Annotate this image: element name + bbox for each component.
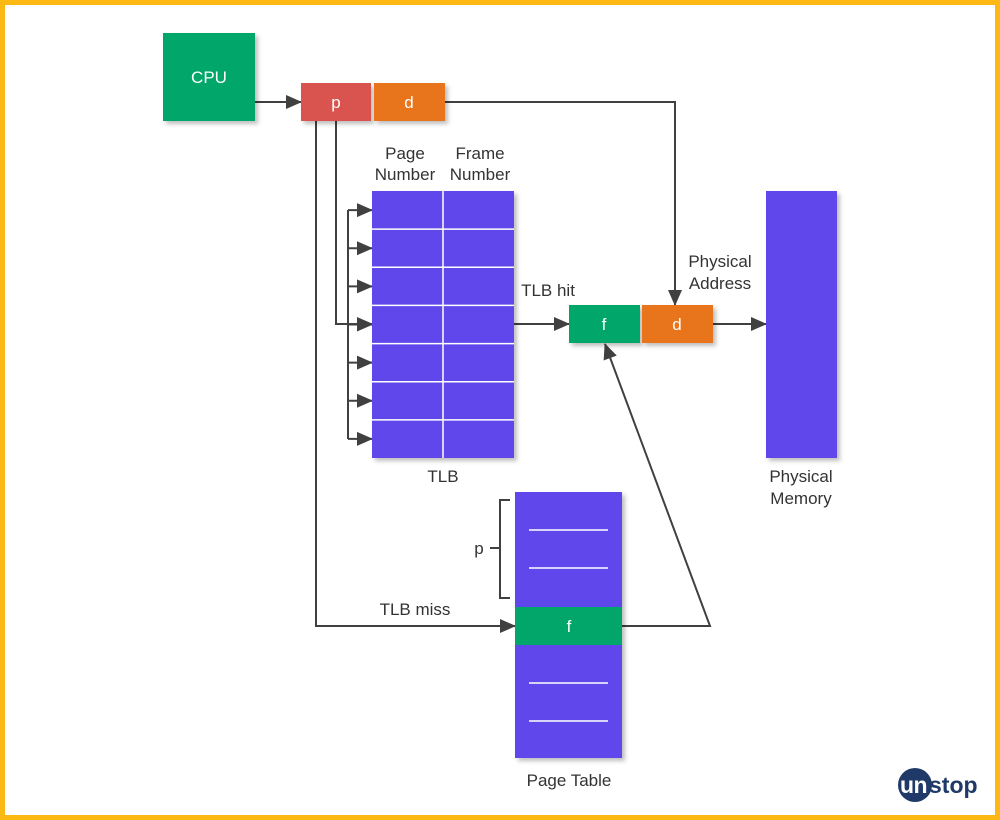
physical-memory-label-2: Memory — [770, 489, 832, 508]
tlb-miss-label: TLB miss — [380, 600, 451, 619]
physical-offset-label: d — [672, 315, 681, 334]
page-to-tlb-arrow — [335, 121, 373, 331]
offset-box — [374, 83, 445, 121]
offset-arrow — [445, 101, 682, 306]
tlb-header-page: Page — [385, 144, 425, 163]
physical-memory-label: Physical — [769, 467, 832, 486]
page-table-entry-label: f — [567, 617, 572, 636]
svg-text:un: un — [900, 772, 927, 798]
page-table-lines — [529, 529, 608, 722]
page-table-frame-arrow — [603, 343, 712, 627]
cpu-box — [163, 33, 255, 121]
connector-lines — [255, 95, 767, 633]
frame-label: f — [602, 315, 607, 334]
physical-offset-box — [642, 305, 713, 343]
frame-box — [569, 305, 640, 343]
logo-text: stop — [929, 772, 978, 798]
tlb-miss-arrow — [315, 121, 516, 633]
physical-memory-block — [766, 191, 837, 458]
tlb-grid — [372, 191, 514, 458]
tlb-header-frame: Frame — [455, 144, 504, 163]
page-table-label: Page Table — [527, 771, 612, 790]
p-bracket — [499, 499, 510, 599]
cpu-label: CPU — [191, 68, 227, 87]
tlb-header-page-2: Number — [375, 165, 436, 184]
page-number-label: p — [331, 93, 340, 112]
physical-address-label-2: Address — [689, 274, 751, 293]
tlb-header-frame-2: Number — [450, 165, 511, 184]
page-table-entry — [515, 607, 622, 645]
bracket-p-label: p — [474, 539, 483, 558]
tlb-label: TLB — [427, 467, 458, 486]
page-number-box — [301, 83, 371, 121]
offset-label: d — [404, 93, 413, 112]
physical-address-label: Physical — [688, 252, 751, 271]
unstop-logo: un stop — [898, 768, 978, 802]
tlb-hit-label: TLB hit — [521, 281, 575, 300]
